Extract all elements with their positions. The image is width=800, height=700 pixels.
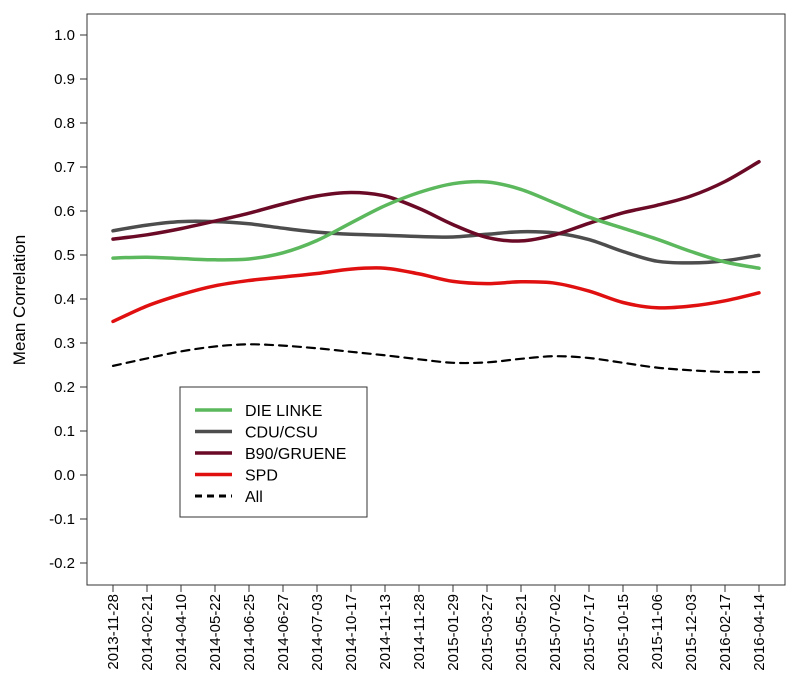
series-line-die-linke xyxy=(111,179,761,270)
x-tick-label: 2015-01-29 xyxy=(445,594,462,671)
y-tick-label: -0.2 xyxy=(49,555,75,572)
x-tick-label: 2016-02-17 xyxy=(717,594,734,671)
y-tick-label: -0.1 xyxy=(49,511,75,528)
legend-label: CDU/CSU xyxy=(245,425,318,442)
y-axis-title: Mean Correlation xyxy=(10,235,29,365)
x-tick-label: 2016-04-14 xyxy=(751,594,768,671)
x-tick-label: 2015-07-02 xyxy=(547,594,564,671)
y-tick-label: 0.7 xyxy=(54,159,75,176)
x-tick-label: 2014-11-28 xyxy=(411,594,428,670)
y-tick-label: 0.0 xyxy=(54,467,75,484)
x-tick-label: 2013-11-28 xyxy=(105,594,122,670)
legend-label: SPD xyxy=(245,468,278,485)
series-layer xyxy=(111,159,761,374)
y-tick-label: 0.6 xyxy=(54,203,75,220)
x-tick-label: 2014-07-03 xyxy=(309,594,326,671)
x-axis: 2013-11-28 2014-02-21 2014-04-10 2014-05-22… xyxy=(105,585,768,671)
series-line-all xyxy=(111,343,761,374)
y-tick-label: 0.5 xyxy=(54,247,75,264)
x-tick-label: 2014-02-21 xyxy=(139,594,156,671)
y-axis: -0.2 -0.1 0.0 0.1 0.2 0.3 0.4 0.5 0.6 0.7 0.8 0.9 1.… xyxy=(49,27,87,572)
x-tick-label: 2015-11-06 xyxy=(649,594,666,670)
y-tick-label: 0.1 xyxy=(54,423,75,440)
y-tick-label: 0.9 xyxy=(54,71,75,88)
x-tick-label: 2015-05-21 xyxy=(513,594,530,671)
y-tick-label: 0.2 xyxy=(54,379,75,396)
series-line-spd xyxy=(111,266,761,324)
y-tick-label: 1.0 xyxy=(54,27,75,44)
x-tick-label: 2015-12-03 xyxy=(683,594,700,671)
legend-label: DIE LINKE xyxy=(245,403,322,420)
legend: DIE LINKE CDU/CSU B90/GRUENE SPD All xyxy=(179,386,368,518)
x-tick-label: 2014-06-25 xyxy=(241,594,258,671)
legend-label: All xyxy=(245,489,263,506)
x-tick-label: 2015-07-17 xyxy=(581,594,598,671)
y-tick-label: 0.4 xyxy=(54,291,75,308)
x-tick-label: 2014-04-10 xyxy=(173,594,190,671)
x-tick-label: 2014-05-22 xyxy=(207,594,224,671)
y-tick-label: 0.3 xyxy=(54,335,75,352)
y-tick-label: 0.8 xyxy=(54,115,75,132)
x-tick-label: 2015-10-15 xyxy=(615,594,632,671)
series-line-b90-gruene xyxy=(111,159,761,243)
x-tick-label: 2014-10-17 xyxy=(343,594,360,671)
legend-label: B90/GRUENE xyxy=(245,446,346,463)
x-tick-label: 2014-06-27 xyxy=(275,594,292,671)
x-tick-label: 2014-11-13 xyxy=(377,594,394,670)
x-tick-label: 2015-03-27 xyxy=(479,594,496,671)
